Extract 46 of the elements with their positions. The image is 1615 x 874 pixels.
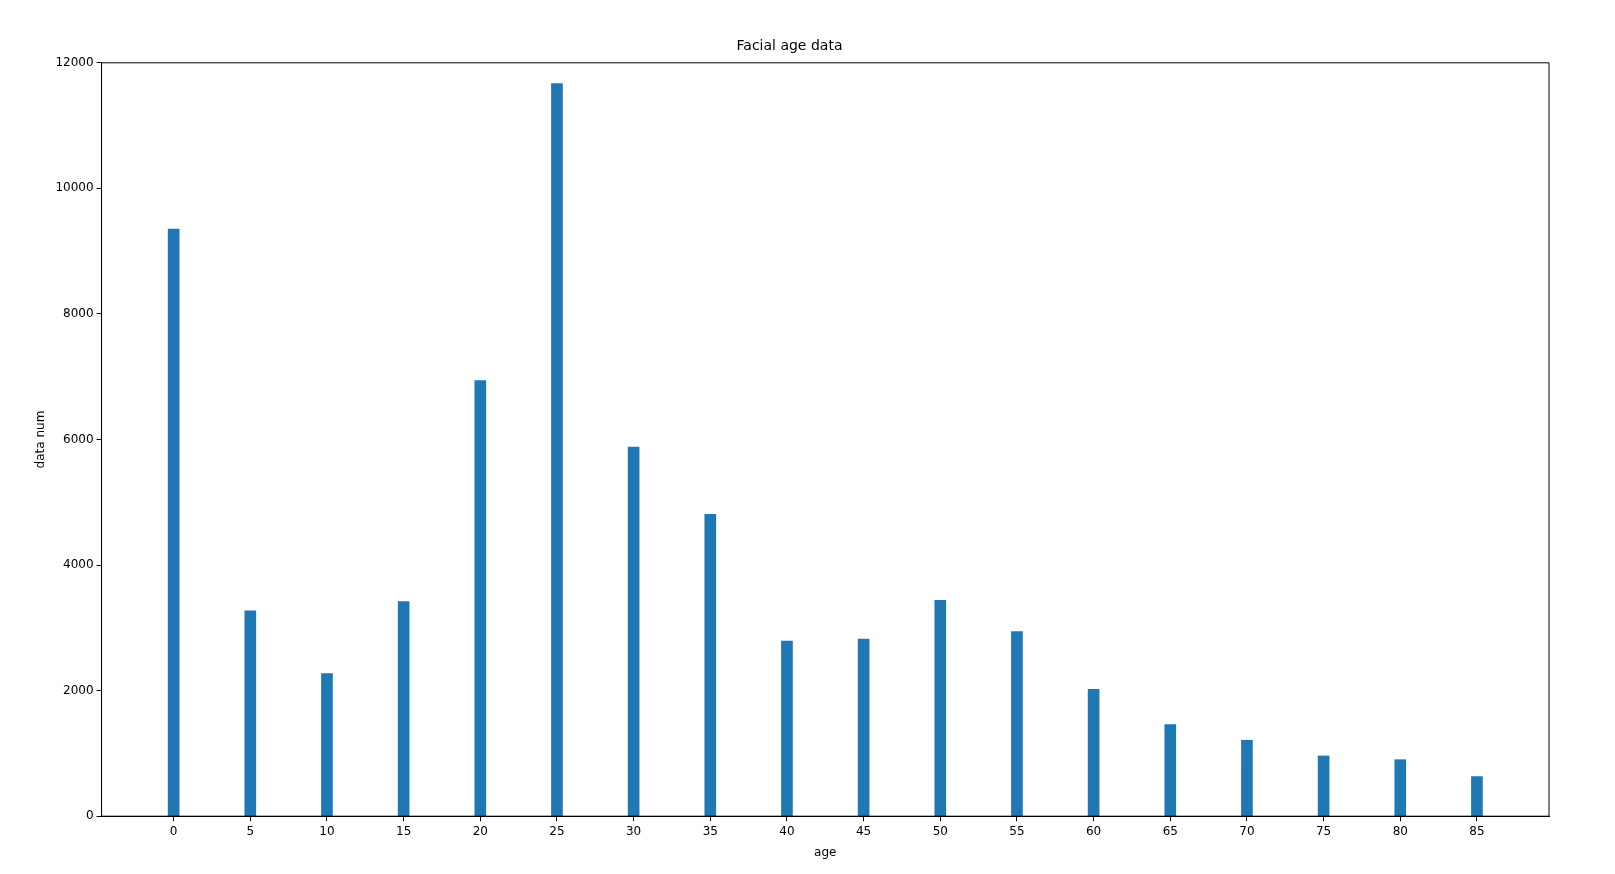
bar	[1241, 739, 1253, 817]
x-tick-label: 30	[625, 823, 642, 838]
x-tick-label: 75	[1315, 823, 1332, 838]
x-tick-label: 5	[246, 823, 255, 838]
bar	[397, 601, 410, 817]
x-tick-label: 55	[1009, 823, 1025, 838]
x-tick-label: 10	[319, 823, 335, 838]
x-tick-label: 85	[1469, 823, 1485, 838]
x-axis-title: age	[814, 844, 837, 859]
x-tick-label: 40	[779, 823, 795, 838]
chart-title: Facial age data	[736, 37, 843, 54]
x-tick-label: 80	[1392, 823, 1408, 838]
x-tick-label: 0	[169, 823, 178, 838]
x-tick-label: 50	[932, 823, 948, 838]
x-tick-label: 60	[1085, 823, 1102, 838]
bar	[1011, 631, 1023, 817]
x-tick-label: 35	[702, 823, 718, 838]
x-tick-label: 45	[855, 823, 872, 838]
y-tick-label: 6000	[63, 431, 94, 446]
y-tick-label: 0	[85, 808, 94, 823]
bar	[167, 228, 180, 817]
bar	[781, 640, 793, 817]
x-tick-label: 65	[1162, 823, 1178, 838]
y-tick-label: 8000	[63, 306, 94, 321]
bar	[1471, 776, 1483, 817]
y-tick-label: 4000	[63, 557, 94, 572]
bar	[857, 638, 870, 817]
bar	[1087, 689, 1100, 817]
bar	[244, 610, 257, 817]
y-tick-label: 12000	[55, 54, 94, 69]
x-tick-label: 15	[395, 823, 412, 838]
bar	[474, 380, 487, 817]
y-tick-label: 2000	[63, 682, 94, 697]
bar	[551, 83, 563, 817]
bar	[627, 446, 640, 817]
bar	[1317, 755, 1330, 817]
bar	[1164, 724, 1177, 817]
y-tick-label: 10000	[55, 180, 94, 195]
bar	[1394, 759, 1407, 817]
y-axis-title: data num	[33, 410, 48, 469]
x-tick-label: 20	[472, 823, 488, 838]
x-tick-label: 25	[549, 823, 565, 838]
x-tick-label: 70	[1239, 823, 1255, 838]
bar	[321, 673, 333, 817]
bar	[934, 599, 947, 817]
bar	[704, 513, 717, 817]
